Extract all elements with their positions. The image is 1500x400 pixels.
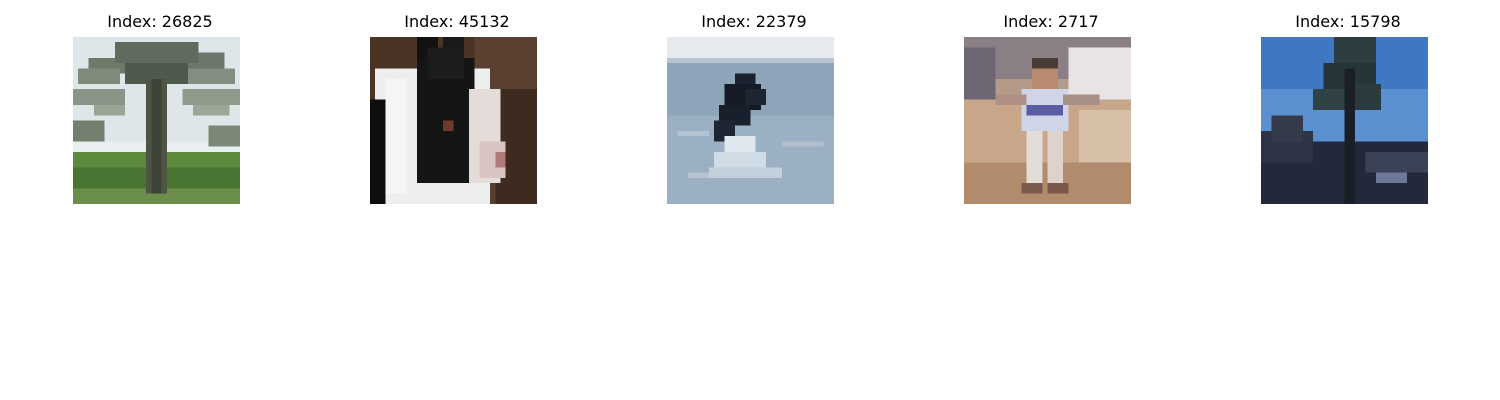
orca-image [667, 37, 834, 204]
image-panel: Index: 45132 [327, 0, 587, 210]
tree-sky-image [1261, 37, 1428, 204]
panel-title: Index: 2717 [1003, 12, 1099, 31]
panel-title: Index: 26825 [107, 12, 213, 31]
child-image [964, 37, 1131, 204]
rabbit-image [370, 37, 537, 204]
image-panel: Index: 2717 [921, 0, 1181, 210]
image-panel: Index: 26825 [30, 0, 290, 210]
panel-title: Index: 15798 [1295, 12, 1401, 31]
image-panel: Index: 15798 [1218, 0, 1478, 210]
image-panel: Index: 22379 [624, 0, 884, 210]
panel-title: Index: 45132 [404, 12, 510, 31]
panel-title: Index: 22379 [701, 12, 807, 31]
palm-tree-image [73, 37, 240, 204]
